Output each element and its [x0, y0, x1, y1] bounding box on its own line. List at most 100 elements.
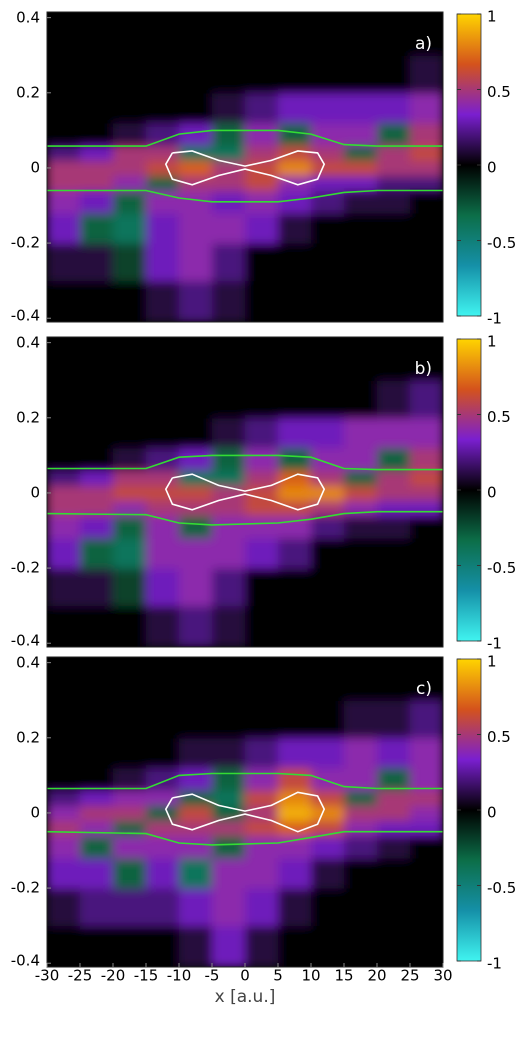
heatmap-cell — [80, 835, 114, 859]
heatmap-cell — [212, 820, 246, 836]
heatmap-cell — [179, 280, 213, 322]
heatmap-cell — [47, 767, 81, 791]
x-tick-label: 25 — [400, 967, 419, 985]
heatmap-cell — [80, 767, 114, 791]
heatmap-cell — [410, 700, 443, 739]
boundary-line — [47, 454, 443, 471]
heatmap-cell — [410, 500, 443, 516]
heatmap-cell — [344, 888, 378, 927]
heatmap-cell — [80, 92, 114, 124]
x-tick-label: 5 — [273, 967, 283, 985]
heatmap — [47, 657, 443, 967]
heatmap-cell — [278, 737, 312, 769]
heatmap-cell — [212, 243, 246, 282]
heatmap-cell — [212, 605, 246, 647]
heatmap-cell — [179, 515, 213, 539]
heatmap-cell — [47, 515, 81, 539]
heatmap-cell — [311, 92, 345, 124]
heatmap-cell — [80, 417, 114, 449]
heatmap-cell — [344, 568, 378, 607]
heatmap-cell — [80, 337, 114, 381]
heatmap-cell — [311, 500, 345, 516]
heatmap-cell — [47, 700, 81, 739]
heatmap-cell — [146, 820, 180, 836]
heatmap-cell — [146, 175, 180, 191]
heatmap-cell — [47, 243, 81, 282]
heatmap-cell — [47, 538, 81, 569]
heatmap-cell — [344, 767, 378, 791]
heatmap-cell — [113, 243, 147, 282]
y-tick-label: -0.2 — [11, 559, 40, 577]
y-tick-label: -0.4 — [11, 632, 40, 650]
heatmap-cell — [179, 122, 213, 146]
x-tick-label: 10 — [301, 967, 320, 985]
heatmap-cell — [212, 213, 246, 244]
y-tick-label: -0.2 — [11, 234, 40, 252]
boundary-line — [47, 772, 443, 790]
heatmap-cell — [278, 925, 312, 967]
heatmap-cell — [245, 605, 279, 647]
heatmap-cell — [47, 175, 81, 191]
heatmap-cell — [311, 55, 345, 94]
heatmap-cell — [113, 835, 147, 859]
heatmap-cell — [410, 790, 443, 806]
heatmap-cell — [311, 122, 345, 146]
contour-line — [164, 473, 326, 511]
heatmap-cell — [377, 485, 411, 501]
heatmap-cell — [311, 175, 345, 191]
heatmap-cell — [80, 888, 114, 927]
heatmap-cell — [146, 145, 180, 161]
heatmap-cell — [410, 485, 443, 501]
heatmap-cell — [377, 337, 411, 381]
heatmap-cell — [113, 605, 147, 647]
heatmap-cell — [311, 280, 345, 322]
heatmap-cell — [80, 605, 114, 647]
heatmap-cell — [80, 190, 114, 214]
heatmap-cell — [410, 515, 443, 539]
heatmap-cell — [47, 820, 81, 836]
heatmap-cell — [344, 190, 378, 214]
heatmap-cell — [80, 700, 114, 739]
heatmap-cell — [245, 145, 279, 161]
heatmap-cell — [344, 160, 378, 176]
heatmap-cell — [212, 835, 246, 859]
heatmap-cell — [245, 280, 279, 322]
heatmap-cell — [212, 380, 246, 419]
heatmap-cell — [344, 12, 378, 56]
heatmap-cell — [80, 538, 114, 569]
heatmap-cell — [410, 888, 443, 927]
heatmap-cell — [146, 568, 180, 607]
heatmap-cell — [245, 337, 279, 381]
heatmap-cell — [113, 175, 147, 191]
heatmap-cell — [179, 380, 213, 419]
heatmap-cell — [311, 243, 345, 282]
heatmap-cell — [212, 417, 246, 449]
colorbar-tick-label: -0.5 — [487, 559, 516, 577]
y-tick-label: 0 — [30, 483, 40, 501]
heatmap-cell — [344, 858, 378, 889]
heatmap-cell — [146, 380, 180, 419]
heatmap-cell — [377, 500, 411, 516]
heatmap-cell — [410, 805, 443, 821]
heatmap-cell — [113, 92, 147, 124]
heatmap-cell — [113, 190, 147, 214]
heatmap-cell — [410, 92, 443, 124]
heatmap-cell — [47, 470, 81, 486]
colorbar-tick-label: -1 — [487, 635, 502, 653]
heatmap-cell — [410, 55, 443, 94]
heatmap-cell — [311, 767, 345, 791]
heatmap-cell — [212, 925, 246, 967]
heatmap-cell — [245, 820, 279, 836]
y-tick-label: -0.4 — [11, 307, 40, 325]
heatmap-cell — [344, 737, 378, 769]
heatmap-cell — [113, 500, 147, 516]
heatmap-cell — [311, 700, 345, 739]
heatmap-cell — [245, 790, 279, 806]
colorbar-tick-label: 0.5 — [487, 83, 511, 101]
heatmap-cell — [410, 858, 443, 889]
heatmap-cell — [410, 12, 443, 56]
heatmap-cell — [146, 122, 180, 146]
heatmap-cell — [47, 568, 81, 607]
heatmap-cell — [377, 657, 411, 701]
heatmap-cell — [344, 447, 378, 471]
